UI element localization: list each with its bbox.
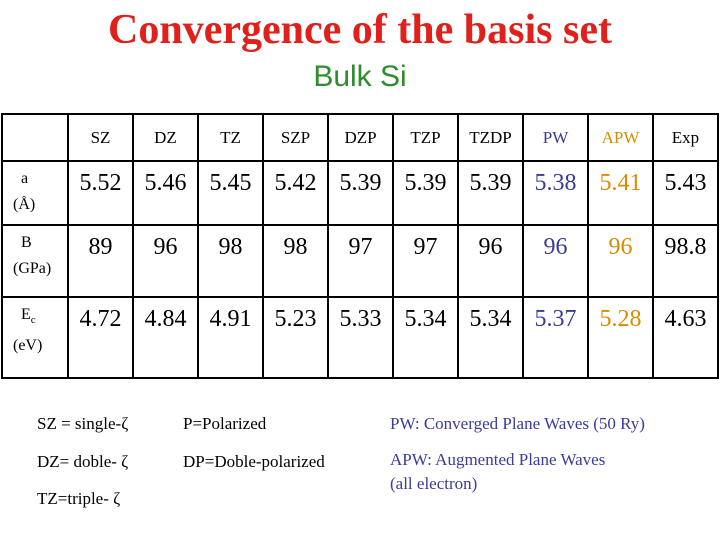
row-label: B (GPa) bbox=[1, 224, 69, 298]
column-header: TZDP bbox=[457, 113, 524, 162]
value-cell: 5.46 bbox=[132, 160, 199, 226]
row-label-symbol: a bbox=[21, 170, 29, 187]
value-cell: 5.41 bbox=[587, 160, 654, 226]
note: (all electron) bbox=[390, 474, 478, 493]
note: SZ = single-ζ bbox=[37, 414, 129, 433]
row-label-subscript: c bbox=[30, 314, 36, 327]
value-cell: 98 bbox=[262, 224, 329, 298]
value-cell: 5.52 bbox=[67, 160, 134, 226]
value-cell: 98 bbox=[197, 224, 264, 298]
row-label-unit: (Å) bbox=[13, 196, 36, 213]
value-cell: 97 bbox=[327, 224, 394, 298]
value-cell: 5.39 bbox=[392, 160, 459, 226]
column-header: SZP bbox=[262, 113, 329, 162]
value-cell: 5.38 bbox=[522, 160, 589, 226]
column-header: Exp bbox=[652, 113, 719, 162]
row-label-name: a bbox=[21, 166, 67, 192]
value-cell: 4.72 bbox=[67, 296, 134, 379]
column-header: SZ bbox=[67, 113, 134, 162]
note: P=Polarized bbox=[183, 414, 267, 433]
value-cell: 5.45 bbox=[197, 160, 264, 226]
value-cell: 5.43 bbox=[652, 160, 719, 226]
note: PW: Converged Plane Waves (50 Ry) bbox=[390, 414, 645, 433]
value-cell: 96 bbox=[587, 224, 654, 298]
value-cell: 5.34 bbox=[457, 296, 524, 379]
value-cell: 5.39 bbox=[327, 160, 394, 226]
value-cell: 98.8 bbox=[652, 224, 719, 298]
value-cell: 97 bbox=[392, 224, 459, 298]
row-label-symbol: B bbox=[21, 234, 32, 251]
header-row: SZ DZ TZ SZP DZP TZP TZDP PW APW Exp bbox=[1, 113, 719, 162]
value-cell: 5.34 bbox=[392, 296, 459, 379]
data-table: SZ DZ TZ SZP DZP TZP TZDP PW APW Exp a (Å) 5.52 5.46 5… bbox=[1, 113, 719, 379]
column-header: DZP bbox=[327, 113, 394, 162]
note: APW: Augmented Plane Waves bbox=[390, 450, 606, 469]
column-header: PW bbox=[522, 113, 589, 162]
value-cell: 5.42 bbox=[262, 160, 329, 226]
value-cell: 5.37 bbox=[522, 296, 589, 379]
row-label-symbol: E bbox=[21, 306, 31, 323]
table-row: B (GPa) 89 96 98 98 97 97 96 96 96 98.8 bbox=[1, 224, 719, 298]
row-label-name: B bbox=[21, 230, 67, 256]
value-cell: 96 bbox=[132, 224, 199, 298]
title: Convergence of the basis set bbox=[108, 7, 612, 53]
row-label-name: Ec bbox=[21, 302, 67, 333]
value-cell: 96 bbox=[522, 224, 589, 298]
table-row: a (Å) 5.52 5.46 5.45 5.42 5.39 5.39 5.39 5.38 5.41… bbox=[1, 160, 719, 226]
value-cell: 4.91 bbox=[197, 296, 264, 379]
value-cell: 5.39 bbox=[457, 160, 524, 226]
table-row: Ec (eV) 4.72 4.84 4.91 5.23 5.33 5.34 5.34 5.37 5.… bbox=[1, 296, 719, 379]
column-header: TZ bbox=[197, 113, 264, 162]
row-label: Ec (eV) bbox=[1, 296, 69, 379]
value-cell: 4.63 bbox=[652, 296, 719, 379]
value-cell: 5.23 bbox=[262, 296, 329, 379]
column-header: TZP bbox=[392, 113, 459, 162]
note: DP=Doble-polarized bbox=[183, 452, 325, 471]
value-cell: 96 bbox=[457, 224, 524, 298]
value-cell: 89 bbox=[67, 224, 134, 298]
column-header: APW bbox=[587, 113, 654, 162]
value-cell: 4.84 bbox=[132, 296, 199, 379]
column-header: DZ bbox=[132, 113, 199, 162]
row-label-unit: (eV) bbox=[13, 337, 43, 355]
row-label-unit: (GPa) bbox=[13, 260, 52, 277]
note: TZ=triple- ζ bbox=[37, 489, 121, 508]
row-label: a (Å) bbox=[1, 160, 69, 226]
subtitle: Bulk Si bbox=[313, 60, 407, 93]
value-cell: 5.33 bbox=[327, 296, 394, 379]
corner-cell bbox=[1, 113, 69, 162]
value-cell: 5.28 bbox=[587, 296, 654, 379]
note: DZ= doble- ζ bbox=[37, 452, 129, 471]
